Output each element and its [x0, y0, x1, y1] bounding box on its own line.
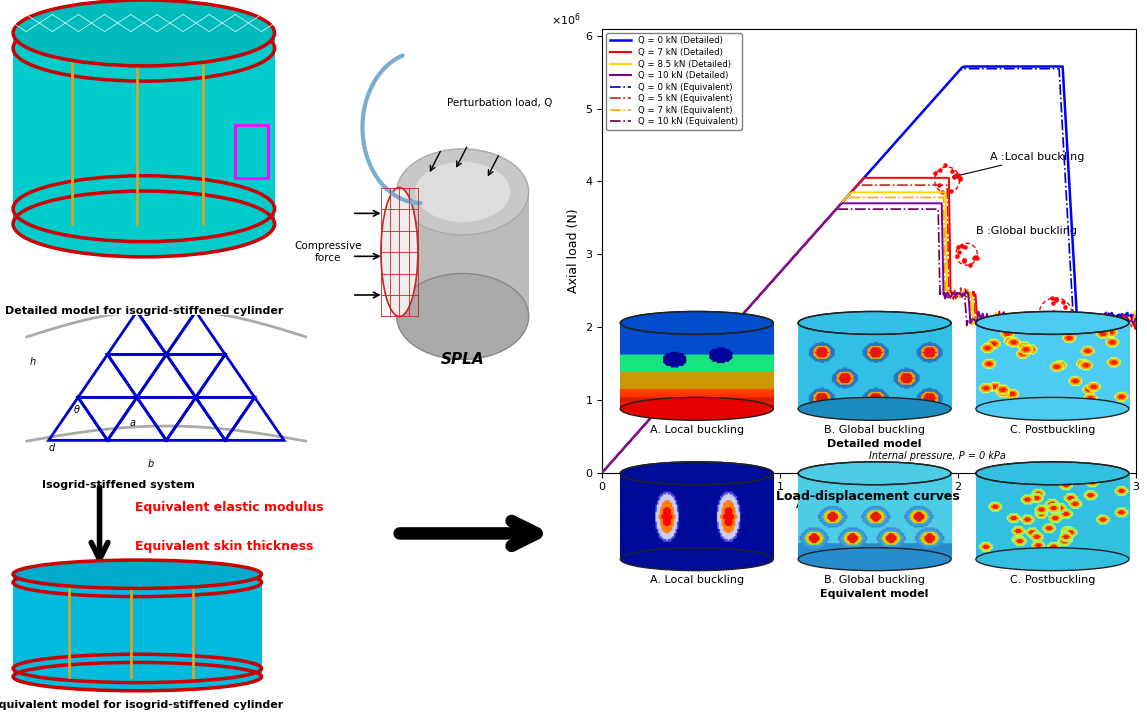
Text: Detailed model: Detailed model — [827, 439, 922, 449]
Text: C : Postbuckling: C : Postbuckling — [1012, 313, 1100, 323]
Text: Detailed model for isogrid-stiffened cylinder: Detailed model for isogrid-stiffened cyl… — [5, 306, 283, 316]
Point — [949, 170, 967, 181]
Point — [1040, 322, 1059, 334]
Bar — [13, 574, 262, 677]
Point — [1047, 295, 1066, 306]
Text: Equivalent skin thickness: Equivalent skin thickness — [135, 541, 314, 553]
Point — [942, 185, 960, 197]
Legend: Q = 0 kN (Detailed), Q = 7 kN (Detailed), Q = 8.5 kN (Detailed), Q = 10 kN (Deta: Q = 0 kN (Detailed), Q = 7 kN (Detailed)… — [607, 33, 742, 130]
Ellipse shape — [976, 548, 1129, 571]
Text: A. Local buckling: A. Local buckling — [649, 425, 744, 435]
Text: b: b — [148, 459, 154, 469]
Point — [929, 179, 947, 190]
Point — [1030, 309, 1048, 320]
Point — [1056, 301, 1075, 313]
Bar — [235, 125, 268, 178]
Ellipse shape — [381, 188, 418, 316]
Point — [965, 253, 983, 264]
Text: Isogrid-stiffened system: Isogrid-stiffened system — [42, 480, 195, 490]
Point — [1041, 314, 1060, 326]
Point — [1036, 309, 1054, 321]
Point — [1044, 298, 1062, 309]
Ellipse shape — [621, 462, 773, 485]
Point — [1037, 319, 1055, 331]
Ellipse shape — [13, 0, 274, 66]
Ellipse shape — [798, 548, 951, 571]
Text: Equivalent model for isogrid-stiffened cylinder: Equivalent model for isogrid-stiffened c… — [0, 700, 283, 710]
Point — [951, 172, 969, 183]
Point — [955, 254, 974, 266]
Point — [968, 252, 986, 263]
Point — [943, 165, 961, 177]
Text: C. Postbuckling: C. Postbuckling — [1009, 575, 1095, 585]
Ellipse shape — [798, 311, 951, 334]
Ellipse shape — [415, 162, 510, 222]
Text: A. Local buckling: A. Local buckling — [649, 575, 744, 585]
Point — [951, 246, 969, 258]
Point — [927, 168, 945, 179]
Text: Load-displacement curves: Load-displacement curves — [777, 490, 960, 503]
Ellipse shape — [976, 462, 1129, 485]
Point — [947, 251, 966, 262]
Point — [933, 187, 951, 198]
Point — [930, 164, 949, 175]
Ellipse shape — [13, 560, 262, 589]
Text: Internal pressure, P = 0 kPa: Internal pressure, P = 0 kPa — [869, 452, 1006, 461]
Point — [1043, 292, 1061, 304]
Text: B. Global buckling: B. Global buckling — [824, 575, 926, 585]
Ellipse shape — [621, 397, 773, 420]
Text: SPLA: SPLA — [440, 352, 484, 367]
Text: B. Global buckling: B. Global buckling — [824, 425, 926, 435]
Text: C. Postbuckling: C. Postbuckling — [1009, 425, 1095, 435]
X-axis label: Axial displacement (m): Axial displacement (m) — [796, 498, 942, 511]
Text: $\times10^{6}$: $\times10^{6}$ — [551, 11, 580, 28]
Text: Equivalent model: Equivalent model — [820, 589, 929, 599]
Point — [951, 174, 969, 185]
Point — [966, 251, 984, 263]
Point — [1047, 294, 1066, 305]
Text: Equivalent elastic modulus: Equivalent elastic modulus — [135, 501, 323, 514]
Ellipse shape — [13, 191, 274, 257]
Ellipse shape — [798, 462, 951, 485]
Bar — [13, 33, 274, 224]
Y-axis label: Axial load (N): Axial load (N) — [567, 208, 579, 293]
Ellipse shape — [397, 149, 529, 235]
Ellipse shape — [397, 274, 529, 359]
Text: h: h — [30, 357, 37, 367]
Point — [946, 170, 965, 182]
Point — [1035, 311, 1053, 322]
Point — [1054, 296, 1072, 308]
Point — [949, 241, 967, 253]
Ellipse shape — [976, 397, 1129, 420]
Text: d: d — [48, 443, 55, 453]
Ellipse shape — [798, 397, 951, 420]
Text: Perturbation load, Q: Perturbation load, Q — [447, 98, 553, 108]
Text: θ: θ — [73, 405, 79, 415]
Point — [955, 254, 974, 266]
Point — [952, 240, 970, 251]
Text: B :Global buckling: B :Global buckling — [975, 226, 1077, 236]
Text: A :Local buckling: A :Local buckling — [953, 152, 1084, 178]
Point — [936, 160, 954, 171]
Ellipse shape — [13, 662, 262, 691]
Ellipse shape — [621, 548, 773, 571]
Text: Compressive
force: Compressive force — [295, 241, 362, 263]
Point — [955, 241, 974, 253]
Ellipse shape — [976, 311, 1129, 334]
Text: a: a — [130, 418, 135, 428]
Point — [961, 260, 980, 271]
Point — [954, 256, 973, 267]
Ellipse shape — [621, 311, 773, 334]
Bar — [397, 192, 529, 316]
Point — [945, 171, 963, 183]
